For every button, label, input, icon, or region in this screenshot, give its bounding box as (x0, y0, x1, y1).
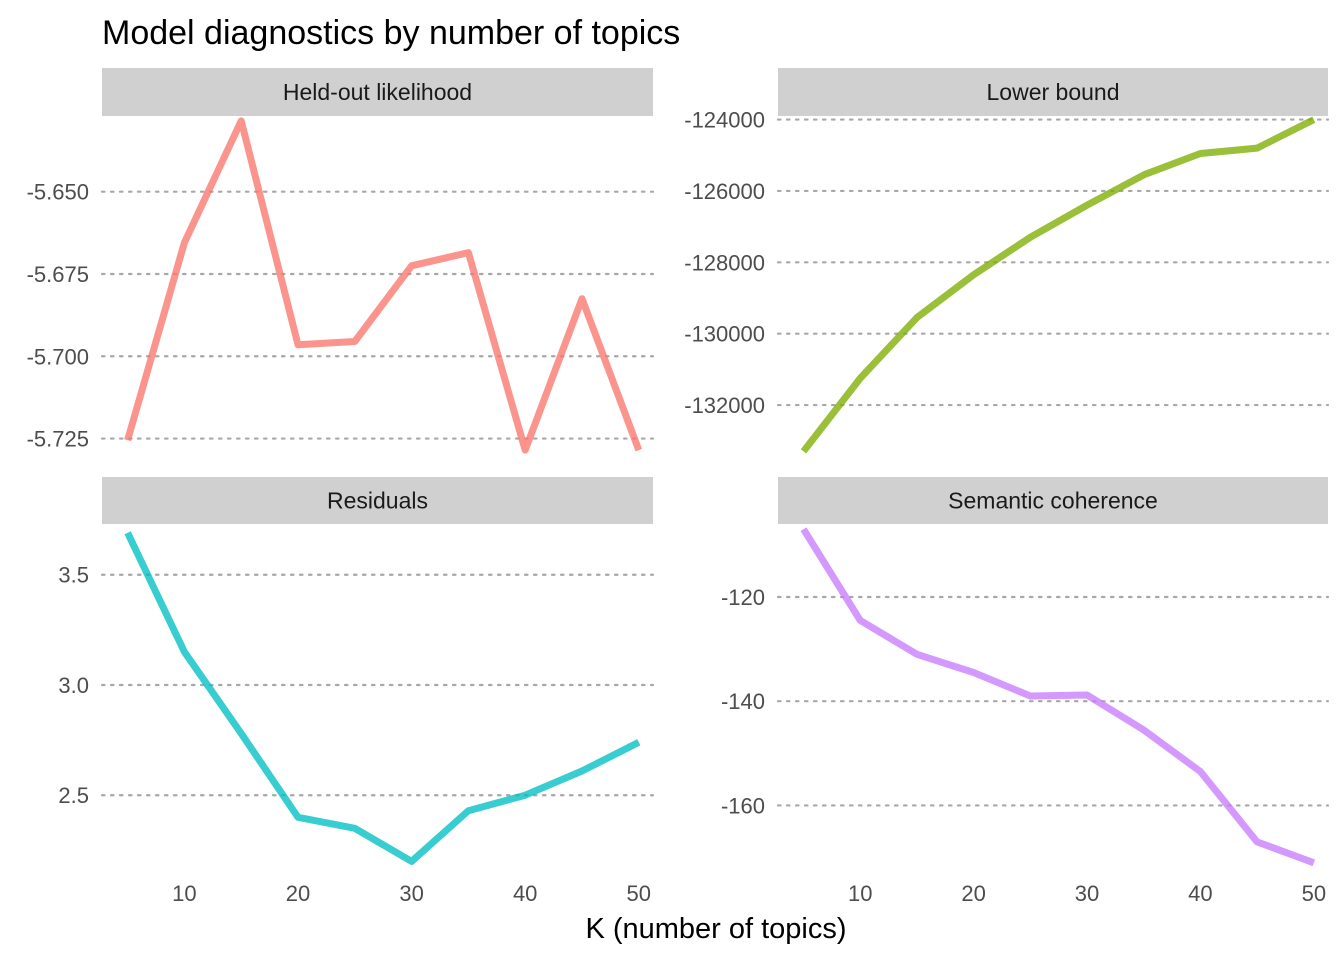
facet-strip (778, 477, 1328, 524)
y-tick-label: -130000 (684, 322, 765, 347)
data-point (465, 249, 472, 256)
x-tick-label: 50 (1302, 881, 1326, 906)
y-tick-label: -128000 (684, 250, 765, 275)
data-point (913, 314, 920, 321)
x-tick-label: 10 (848, 881, 872, 906)
chart-title: Model diagnostics by number of topics (102, 14, 680, 52)
data-point (578, 295, 585, 302)
facet-strip-label: Residuals (327, 488, 428, 514)
series-line-lower-bound (800, 116, 1316, 454)
series-line-semantic-coherence (800, 527, 1316, 867)
data-point (857, 375, 864, 382)
y-tick-label: -120 (721, 585, 765, 610)
data-point (238, 117, 245, 124)
data-point (1254, 838, 1261, 845)
data-point (124, 437, 131, 444)
data-point (1140, 726, 1147, 733)
x-tick-label: 50 (627, 881, 651, 906)
data-point (578, 767, 585, 774)
y-tick-label: -5.675 (27, 262, 89, 287)
data-point (408, 262, 415, 269)
y-tick-label: -5.725 (27, 427, 89, 452)
y-tick-label: -5.650 (27, 180, 89, 205)
x-tick-label: 10 (172, 881, 196, 906)
x-tick-label: 20 (961, 881, 985, 906)
x-tick-label: 40 (1188, 881, 1212, 906)
data-point (465, 807, 472, 814)
data-point (635, 739, 642, 746)
data-point (635, 447, 642, 454)
data-point (1310, 859, 1317, 866)
data-point (913, 651, 920, 658)
data-point (1254, 145, 1261, 152)
facet-strip (102, 68, 653, 116)
data-point (970, 669, 977, 676)
y-tick-label: 3.0 (58, 673, 89, 698)
y-tick-label: -126000 (684, 179, 765, 204)
data-point (1084, 691, 1091, 698)
data-point (181, 239, 188, 246)
panel-semantic-coherence: Semantic coherence -120 -140 -160 10 20 30 40 50 (721, 477, 1330, 906)
x-tick-label: 20 (286, 881, 310, 906)
panel-residuals: Residuals 2.5 3.0 3.5 10 20 30 40 50 (58, 477, 655, 906)
facet-panels: Held-out likelihood -5.650 -5.675 -5.700 -5.… (27, 68, 1330, 906)
x-tick-label: 30 (1075, 881, 1099, 906)
data-point (238, 730, 245, 737)
data-point (522, 792, 529, 799)
data-point (351, 338, 358, 345)
y-tick-label: -124000 (684, 108, 765, 133)
data-point (1027, 234, 1034, 241)
data-point (408, 858, 415, 865)
facet-strip-label: Semantic coherence (948, 488, 1158, 514)
y-tick-label: 3.5 (58, 563, 89, 588)
panel-lower-bound: Lower bound -124000 -126000 -128000 -130000 -… (684, 68, 1330, 455)
data-point (522, 447, 529, 454)
data-point (1084, 202, 1091, 209)
y-tick-label: -160 (721, 793, 765, 818)
x-tick-label: 40 (513, 881, 537, 906)
data-point (1140, 171, 1147, 178)
facet-strip (778, 68, 1328, 116)
data-point (124, 529, 131, 536)
x-axis-title: K (number of topics) (585, 913, 846, 945)
y-tick-label: -5.700 (27, 344, 89, 369)
data-point (294, 341, 301, 348)
data-point (857, 617, 864, 624)
data-point (294, 814, 301, 821)
data-point (1310, 116, 1317, 123)
data-point (1027, 693, 1034, 700)
y-tick-label: -140 (721, 689, 765, 714)
y-tick-label: -132000 (684, 393, 765, 418)
data-point (800, 526, 807, 533)
facet-strip-label: Lower bound (987, 79, 1120, 105)
data-point (181, 648, 188, 655)
facet-strip (102, 477, 653, 524)
facet-strip-label: Held-out likelihood (283, 79, 472, 105)
data-point (1197, 768, 1204, 775)
data-point (800, 448, 807, 455)
x-tick-label: 30 (399, 881, 423, 906)
series-line-residuals (124, 531, 641, 865)
series-line-held-out-likelihood (124, 117, 643, 454)
panel-held-out-likelihood: Held-out likelihood -5.650 -5.675 -5.700 -5.… (27, 68, 655, 454)
data-point (1197, 150, 1204, 157)
y-tick-label: 2.5 (58, 783, 89, 808)
data-point (351, 825, 358, 832)
data-point (970, 271, 977, 278)
